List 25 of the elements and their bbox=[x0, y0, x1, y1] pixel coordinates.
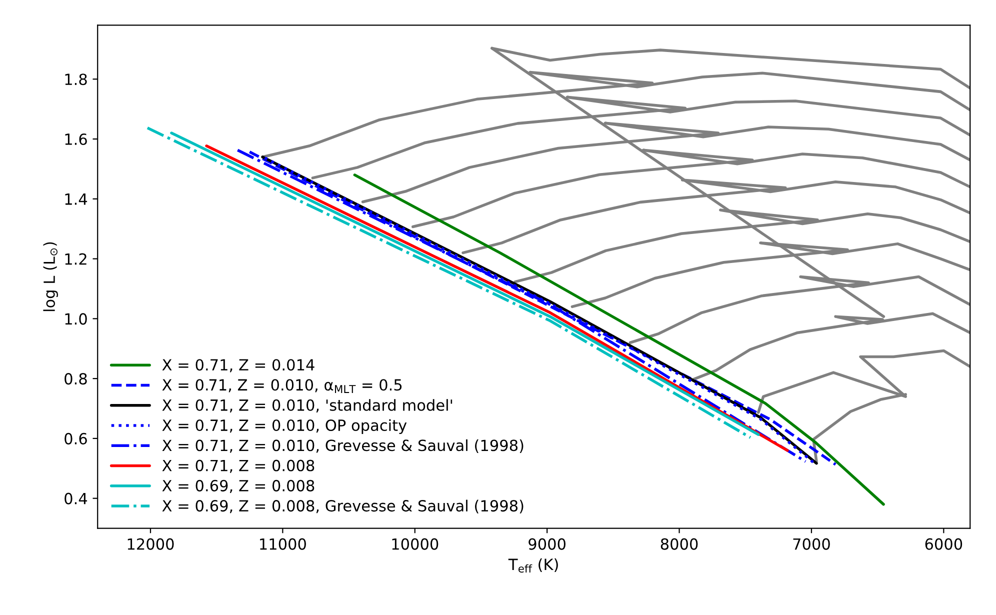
x-tick-label: 6000 bbox=[925, 538, 962, 550]
legend-label: X = 0.71, Z = 0.010, OP opacity bbox=[162, 419, 407, 434]
y-tick-label: 1.2 bbox=[65, 253, 86, 265]
legend-label: X = 0.71, Z = 0.008 bbox=[162, 460, 314, 473]
y-tick-label: 1.6 bbox=[65, 133, 87, 146]
x-axis-title: T$_{eff}$ (K) bbox=[508, 558, 558, 573]
legend-label: X = 0.71, Z = 0.010, 'standard model' bbox=[162, 399, 452, 412]
y-tick-label: 1.4 bbox=[65, 194, 88, 205]
legend-label: X = 0.71, Z = 0.010, α$_{MLT}$ = 0.5 bbox=[162, 379, 402, 393]
x-tick-label: 11000 bbox=[260, 538, 306, 550]
legend-label: X = 0.71, Z = 0.010, Grevesse & Sauval (1998) bbox=[162, 439, 524, 453]
y-tick-label: 1.0 bbox=[65, 313, 87, 325]
legend-label: X = 0.69, Z = 0.008 bbox=[162, 480, 314, 493]
y-tick-label: 1.8 bbox=[65, 74, 87, 86]
x-tick-label: 8000 bbox=[660, 538, 698, 550]
x-tick-label: 10000 bbox=[392, 538, 438, 550]
legend-label: X = 0.69, Z = 0.008, Grevesse & Sauval (1998) bbox=[162, 500, 524, 514]
x-tick-label: 12000 bbox=[128, 538, 174, 550]
legend-label: X = 0.71, Z = 0.014 bbox=[162, 359, 314, 372]
y-axis-title: log L (L$_{⊙}$) bbox=[43, 242, 58, 312]
x-tick-label: 9000 bbox=[528, 538, 566, 550]
y-tick-label: 0.6 bbox=[64, 432, 87, 444]
y-tick-label: 0.8 bbox=[64, 373, 87, 385]
y-tick-label: 0.4 bbox=[64, 492, 88, 504]
x-tick-label: 7000 bbox=[793, 538, 830, 550]
